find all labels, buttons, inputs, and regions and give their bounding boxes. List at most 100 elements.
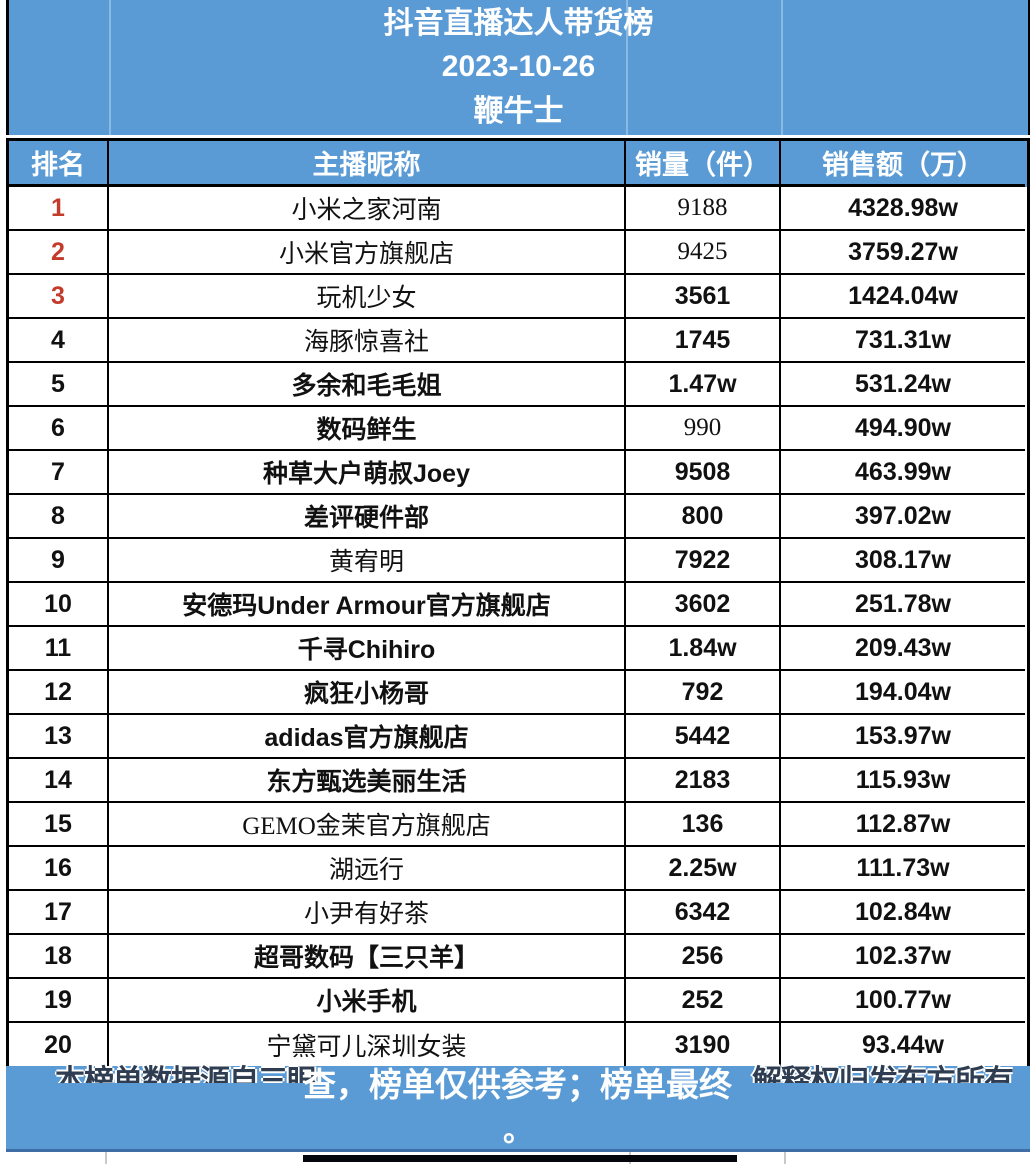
table-row: 10 安德玛Under Armour官方旗舰店 3602 251.78w [9, 583, 1027, 627]
rank-cell: 2 [9, 231, 109, 275]
publisher-label: 鞭牛士 [473, 95, 564, 128]
table-body: 1 小米之家河南 9188 4328.98w 2 小米官方旗舰店 9425 3759.27w 3… [9, 187, 1027, 1067]
rank-cell: 13 [9, 715, 109, 759]
footer-ghost-right: 解释权归发布方所有 [752, 1065, 1013, 1083]
nickname-cell: 小尹有好茶 [109, 891, 626, 935]
table-row: 18 超哥数码【三只羊】 256 102.37w [9, 935, 1027, 979]
nickname-cell: 差评硬件部 [109, 495, 626, 539]
rank-cell: 14 [9, 759, 109, 803]
ranking-table: 排名 主播昵称 销量（件） 销售额（万） 1 小米之家河南 9188 4328.98w… [6, 138, 1030, 1070]
table-row: 5 多余和毛毛姐 1.47w 531.24w [9, 363, 1027, 407]
table-header-row: 排名 主播昵称 销量（件） 销售额（万） [9, 141, 1027, 187]
table-row: 8 差评硬件部 800 397.02w [9, 495, 1027, 539]
sales-cell: 100.77w [781, 979, 1025, 1023]
nickname-cell: 东方甄选美丽生活 [109, 759, 626, 803]
sales-cell: 153.97w [781, 715, 1025, 759]
title-banner: 抖音直播达人带货榜 2023-10-26 鞭牛士 [6, 0, 1030, 135]
nickname-cell: GEMO金茉官方旗舰店 [109, 803, 626, 847]
nickname-cell: 多余和毛毛姐 [109, 363, 626, 407]
table-row: 4 海豚惊喜社 1745 731.31w [9, 319, 1027, 363]
nickname-cell: 玩机少女 [109, 275, 626, 319]
rank-cell: 9 [9, 539, 109, 583]
rank-cell: 12 [9, 671, 109, 715]
nickname-cell: 黄宥明 [109, 539, 626, 583]
volume-cell: 256 [626, 935, 781, 979]
bottom-bar [303, 1155, 737, 1162]
table-row: 3 玩机少女 3561 1424.04w [9, 275, 1027, 319]
nickname-cell: 小米官方旗舰店 [109, 231, 626, 275]
sales-cell: 209.43w [781, 627, 1025, 671]
nickname-cell: adidas官方旗舰店 [109, 715, 626, 759]
table-row: 15 GEMO金茉官方旗舰店 136 112.87w [9, 803, 1027, 847]
volume-cell: 3561 [626, 275, 781, 319]
rank-cell: 19 [9, 979, 109, 1023]
sales-cell: 251.78w [781, 583, 1025, 627]
sales-cell: 463.99w [781, 451, 1025, 495]
volume-cell: 3190 [626, 1023, 781, 1067]
column-header-sales: 销售额（万） [781, 141, 1025, 187]
page-title: 抖音直播达人带货榜 [383, 7, 654, 40]
table-row: 17 小尹有好茶 6342 102.84w [9, 891, 1027, 935]
footer-ghost-text: 本榜单数据源自三眼 解释权归发布方所有 [55, 1056, 1013, 1083]
rank-cell: 8 [9, 495, 109, 539]
volume-cell: 7922 [626, 539, 781, 583]
rank-cell: 10 [9, 583, 109, 627]
footer-ghost-left: 本榜单数据源自三眼 [55, 1065, 317, 1083]
volume-cell: 9188 [626, 187, 781, 231]
rank-cell: 17 [9, 891, 109, 935]
nickname-cell: 千寻Chihiro [109, 627, 626, 671]
sales-cell: 494.90w [781, 407, 1025, 451]
nickname-cell: 宁黛可儿深圳女装 [109, 1023, 626, 1067]
volume-cell: 1.47w [626, 363, 781, 407]
sales-cell: 102.37w [781, 935, 1025, 979]
sales-cell: 3759.27w [781, 231, 1025, 275]
volume-cell: 800 [626, 495, 781, 539]
column-header-name: 主播昵称 [109, 141, 626, 187]
nickname-cell: 超哥数码【三只羊】 [109, 935, 626, 979]
footer-banner [6, 1066, 1030, 1152]
footer-disclaimer-text: 查，榜单仅供参考；榜单最终 [303, 1066, 732, 1103]
rank-cell: 7 [9, 451, 109, 495]
volume-cell: 1.84w [626, 627, 781, 671]
rank-cell: 16 [9, 847, 109, 891]
table-row: 2 小米官方旗舰店 9425 3759.27w [9, 231, 1027, 275]
table-row: 14 东方甄选美丽生活 2183 115.93w [9, 759, 1027, 803]
table-row: 1 小米之家河南 9188 4328.98w [9, 187, 1027, 231]
table-row: 20 宁黛可儿深圳女装 3190 93.44w [9, 1023, 1027, 1067]
nickname-cell: 海豚惊喜社 [109, 319, 626, 363]
sales-cell: 731.31w [781, 319, 1025, 363]
rank-cell: 3 [9, 275, 109, 319]
sales-cell: 115.93w [781, 759, 1025, 803]
volume-cell: 5442 [626, 715, 781, 759]
table-row: 19 小米手机 252 100.77w [9, 979, 1027, 1023]
sales-cell: 1424.04w [781, 275, 1025, 319]
column-header-rank: 排名 [9, 141, 109, 187]
volume-cell: 2.25w [626, 847, 781, 891]
sales-cell: 531.24w [781, 363, 1025, 407]
sales-cell: 111.73w [781, 847, 1025, 891]
volume-cell: 2183 [626, 759, 781, 803]
rank-cell: 5 [9, 363, 109, 407]
volume-cell: 6342 [626, 891, 781, 935]
rank-cell: 1 [9, 187, 109, 231]
sales-cell: 308.17w [781, 539, 1025, 583]
rank-cell: 11 [9, 627, 109, 671]
table-row: 7 种草大户萌叔Joey 9508 463.99w [9, 451, 1027, 495]
column-header-volume: 销量（件） [626, 141, 781, 187]
nickname-cell: 安德玛Under Armour官方旗舰店 [109, 583, 626, 627]
sales-cell: 102.84w [781, 891, 1025, 935]
nickname-cell: 疯狂小杨哥 [109, 671, 626, 715]
table-row: 13 adidas官方旗舰店 5442 153.97w [9, 715, 1027, 759]
sales-cell: 4328.98w [781, 187, 1025, 231]
volume-cell: 792 [626, 671, 781, 715]
nickname-cell: 小米手机 [109, 979, 626, 1023]
gridline-stub [105, 1150, 107, 1164]
nickname-cell: 湖远行 [109, 847, 626, 891]
column-seam [781, 0, 783, 135]
sales-cell: 397.02w [781, 495, 1025, 539]
rank-cell: 15 [9, 803, 109, 847]
volume-cell: 9508 [626, 451, 781, 495]
volume-cell: 1745 [626, 319, 781, 363]
sales-cell: 93.44w [861, 1030, 944, 1059]
rank-cell: 4 [9, 319, 109, 363]
